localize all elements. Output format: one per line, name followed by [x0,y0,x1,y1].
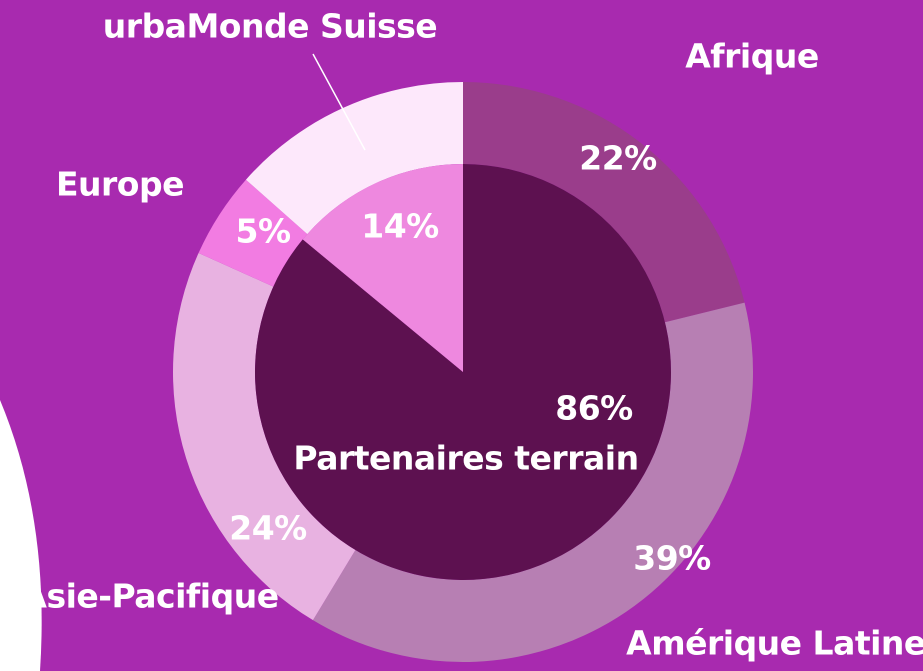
category-label: Amérique Latine [626,624,923,663]
outer-slice [198,179,308,287]
inner-slice [255,164,672,580]
leader-line [312,53,366,151]
category-label: urbaMonde Suisse [103,7,437,46]
value-label: 5% [235,212,290,251]
outer-slice [312,302,753,662]
outer-slice [172,252,356,621]
value-label: 22% [579,139,657,178]
value-label: 14% [361,207,439,246]
value-label: 86% [555,389,633,428]
background-curve [0,400,42,671]
value-label: 39% [633,539,711,578]
category-label: Afrique [685,37,818,76]
value-label: 24% [229,509,307,548]
category-label: Asie-Pacifique [21,577,278,616]
category-label: Europe [56,165,184,204]
inner-slice [302,164,463,372]
outer-slice [245,82,463,235]
outer-slice [463,82,745,323]
category-label: Partenaires terrain [293,439,638,478]
